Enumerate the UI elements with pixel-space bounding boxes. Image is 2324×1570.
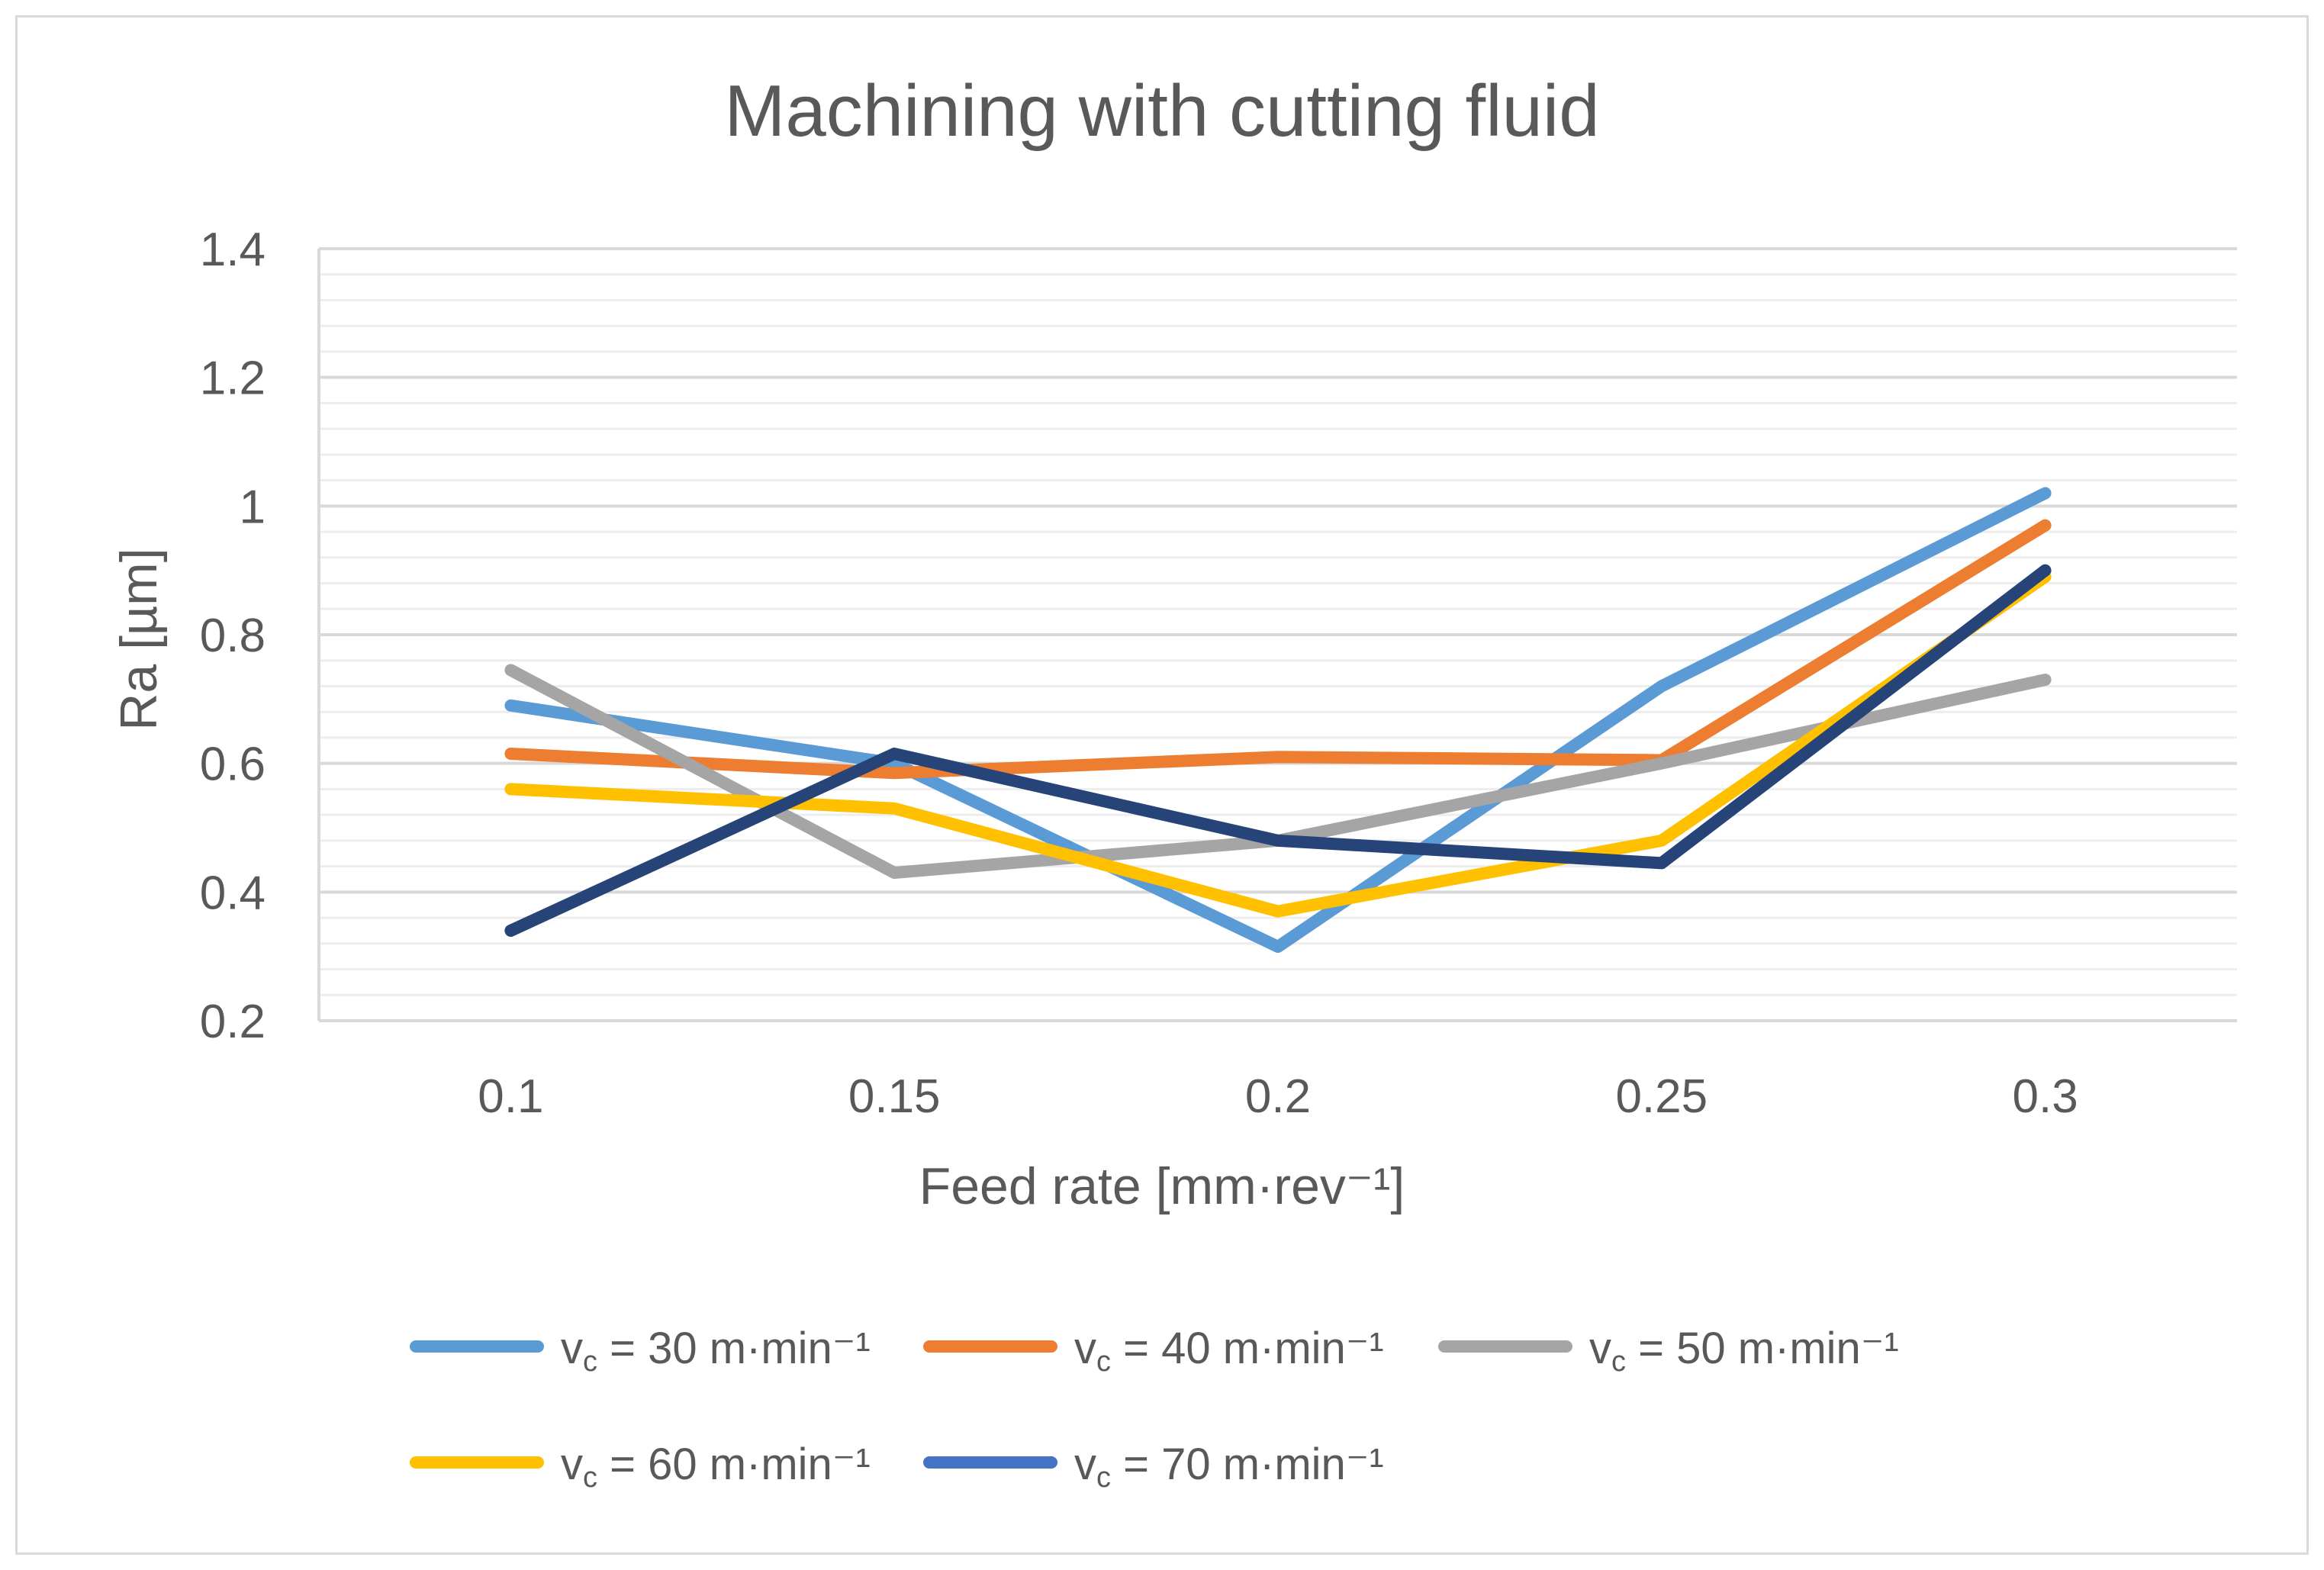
y-tick-label: 0.2	[200, 996, 266, 1048]
y-axis-tick-labels: 0.2 0.4 0.6 0.8 1 1.2 1.4	[200, 224, 266, 1048]
y-tick-label: 0.6	[200, 738, 266, 791]
series-5-point	[1660, 862, 1663, 864]
series-5-point	[2044, 569, 2046, 571]
series-1-point	[1277, 946, 1279, 948]
y-tick-label: 0.4	[200, 867, 266, 919]
legend-item-5: vc = 70 m·min⁻¹	[923, 1440, 1384, 1494]
y-tick-label: 1.2	[200, 352, 266, 405]
axes	[317, 249, 2237, 1022]
series-4-point	[510, 788, 512, 790]
legend-item-2: vc = 40 m·min⁻¹	[923, 1324, 1384, 1378]
series-line-1	[504, 487, 2052, 954]
series-4-point	[1277, 910, 1279, 912]
x-axis-title: Feed rate [mm·rev⁻¹]	[919, 1157, 1405, 1215]
series-4-point	[893, 807, 896, 809]
legend: vc = 30 m·min⁻¹ vc = 40 m·min⁻¹ vc = 50 m·…	[410, 1324, 1899, 1494]
y-tick-label: 1	[240, 481, 266, 533]
series-3-point	[1660, 762, 1663, 764]
series-4-point	[1660, 839, 1663, 841]
series-3-point	[2044, 679, 2046, 681]
x-tick-label: 0.1	[478, 1070, 543, 1123]
y-tick-label: 1.4	[200, 224, 266, 276]
series-5-point	[510, 929, 512, 931]
series-2-point	[893, 772, 896, 774]
series-5-point	[893, 753, 896, 755]
series-1-point	[510, 704, 512, 706]
legend-item-3: vc = 50 m·min⁻¹	[1438, 1324, 1899, 1378]
legend-item-1: vc = 30 m·min⁻¹	[410, 1324, 871, 1378]
series-2-point	[2044, 524, 2046, 526]
x-axis-tick-labels: 0.1 0.15 0.2 0.25 0.3	[478, 1070, 2078, 1123]
chart-frame	[15, 15, 2309, 1555]
legend-label: vc = 60 m·min⁻¹	[561, 1440, 871, 1494]
series-3-point	[510, 669, 512, 671]
series-1-point	[2044, 492, 2046, 494]
legend-item-4: vc = 60 m·min⁻¹	[410, 1440, 871, 1494]
legend-label: vc = 50 m·min⁻¹	[1589, 1324, 1899, 1378]
series-1-point	[893, 762, 896, 764]
chart-title: Machining with cutting fluid	[724, 70, 1599, 152]
legend-label: vc = 40 m·min⁻¹	[1074, 1324, 1384, 1378]
series-3-point	[893, 872, 896, 874]
y-axis-title: Ra [µm]	[110, 548, 168, 730]
x-tick-label: 0.3	[2012, 1070, 2078, 1123]
legend-label: vc = 70 m·min⁻¹	[1074, 1440, 1384, 1494]
legend-label: vc = 30 m·min⁻¹	[561, 1324, 871, 1378]
x-tick-label: 0.15	[848, 1070, 941, 1123]
series-2-point	[1277, 756, 1279, 758]
series-lines	[504, 487, 2052, 954]
series-1-point	[1660, 685, 1663, 687]
x-tick-label: 0.2	[1245, 1070, 1311, 1123]
series-line-5	[504, 564, 2052, 937]
series-2-point	[510, 753, 512, 755]
x-tick-label: 0.25	[1615, 1070, 1708, 1123]
y-tick-label: 0.8	[200, 610, 266, 662]
series-5-point	[1277, 839, 1279, 841]
